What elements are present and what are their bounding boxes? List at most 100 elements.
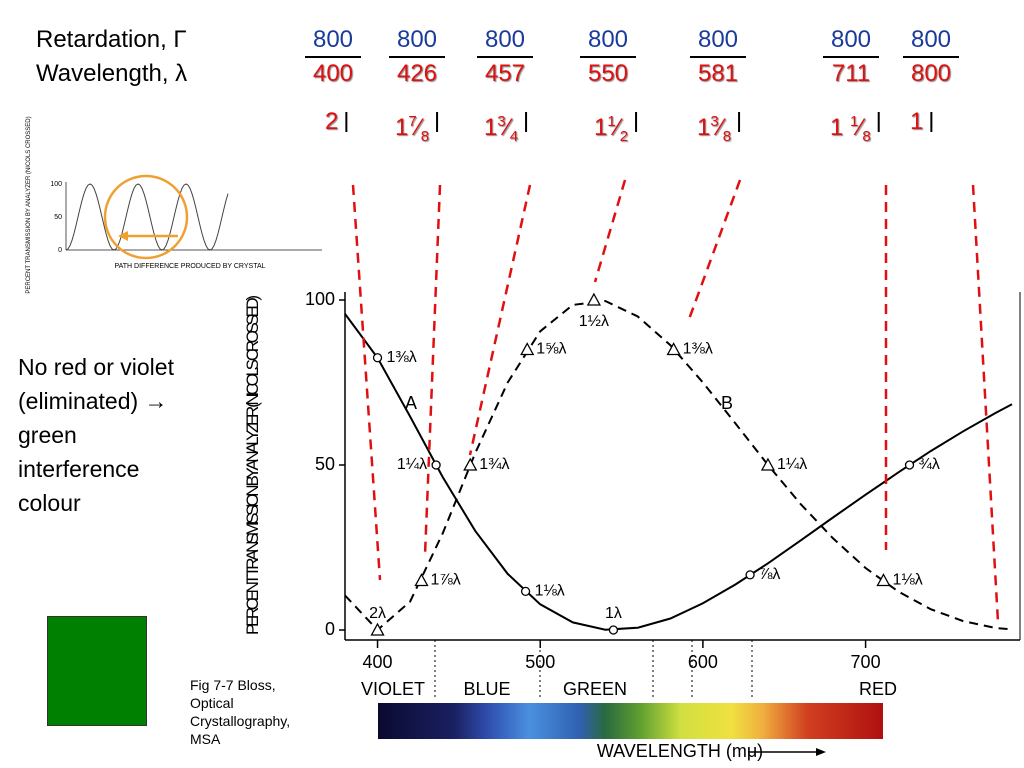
inset-tick: 100	[50, 181, 62, 188]
retardation-value: 800	[396, 26, 438, 53]
highlight-circle	[103, 174, 189, 260]
retardation-value: 800	[484, 26, 526, 53]
curve	[344, 313, 1013, 631]
curve	[344, 299, 1013, 632]
y-axis-title: PERCENT TRANSMISSION BY ANALYZER (NICOLS…	[243, 295, 262, 635]
arrow-head	[118, 231, 128, 241]
ratio-num: 1	[607, 113, 616, 130]
slash: ⁄	[505, 114, 510, 141]
x-tick-label: 700	[851, 652, 881, 672]
guide-line	[351, 184, 382, 581]
circle-marker	[904, 460, 915, 470]
inset: 0 50 100 PERCENT TRANSMISSION BY ANALYZER (…	[26, 116, 322, 294]
point-label: 1⅜λ	[683, 341, 713, 358]
ratio-num: 1	[850, 113, 859, 130]
ratio-den: 4	[509, 127, 519, 145]
retardation-value: 800	[910, 26, 952, 53]
ratio: 13⁄8	[697, 108, 731, 151]
guide-line	[423, 184, 442, 556]
point-label: 1⅛λ	[892, 572, 922, 589]
ratio: 2	[325, 108, 338, 136]
circle-marker	[745, 570, 755, 580]
band-label: VIOLET	[361, 679, 425, 699]
point-label: 1¾λ	[479, 456, 509, 473]
band-label: BLUE	[463, 679, 510, 699]
wavelength-value: 457	[484, 60, 526, 87]
triangle-marker	[370, 622, 385, 636]
point-label: ⅞λ	[759, 566, 780, 583]
ratio-whole: 1	[484, 114, 498, 141]
guide-line	[593, 179, 627, 283]
band-label: RED	[859, 679, 897, 699]
ratio-den: 8	[862, 127, 871, 145]
x-tick-label: 400	[363, 652, 393, 672]
ratio-whole: 2	[325, 108, 339, 135]
green-swatch	[47, 616, 147, 726]
point-label: ¾λ	[919, 456, 940, 473]
point-label: 1⅝λ	[536, 341, 566, 358]
ratio-whole: 1	[594, 114, 608, 141]
series-label: B	[721, 393, 733, 413]
ratio: 1	[910, 108, 923, 136]
wavelength-value: 400	[312, 60, 354, 87]
slash: ⁄	[718, 114, 723, 141]
circle-marker	[520, 586, 531, 597]
series-label: A	[405, 393, 417, 413]
point-label: 1⅜λ	[387, 349, 417, 366]
ratio: 17⁄8	[395, 108, 429, 151]
ratio-den: 8	[722, 127, 732, 145]
slash: ⁄	[858, 114, 863, 141]
retardation-value: 800	[697, 26, 739, 53]
triangle-marker	[666, 342, 681, 356]
spectrum	[378, 703, 883, 739]
band-label: GREEN	[563, 679, 627, 699]
wavelength-value: 581	[697, 60, 739, 87]
slash: ⁄	[416, 114, 421, 141]
inset-curve	[65, 183, 229, 251]
triangle-marker	[586, 292, 601, 306]
retardation-value: 800	[587, 26, 629, 53]
guide-line	[971, 184, 1000, 623]
guide-line	[686, 179, 742, 323]
ratio-whole: 1	[910, 108, 924, 135]
caption: Fig 7-7 Bloss, Optical Crystallography, …	[190, 677, 291, 747]
point-label: 1⅞λ	[430, 572, 460, 589]
ratio: 13⁄4	[484, 108, 518, 151]
triangle-marker	[414, 573, 429, 587]
ratio-whole: 1	[697, 114, 711, 141]
y-tick-label: 100	[305, 289, 335, 309]
ratio-num: 7	[408, 113, 417, 130]
point-label: 2λ	[369, 605, 386, 622]
ratio-whole: 1	[830, 114, 851, 141]
retardation-label: Retardation, Γ	[36, 26, 187, 53]
triangle-marker	[760, 457, 776, 471]
triangle-marker	[876, 573, 891, 587]
inset-tick: 50	[54, 214, 62, 221]
ratio: 1 1⁄8	[830, 108, 871, 151]
wavelength-label: Wavelength, λ	[36, 60, 188, 87]
wavelength-value: 711	[831, 60, 871, 87]
circle-marker	[372, 353, 383, 363]
x-axis-title: WAVELENGTH (mμ)	[597, 741, 763, 761]
guide-line	[468, 184, 532, 456]
ratio-num: 3	[710, 113, 719, 130]
inset-xlabel: PATH DIFFERENCE PRODUCED BY CRYSTAL	[114, 263, 265, 270]
arrow-head	[816, 748, 826, 756]
y-tick-label: 50	[315, 454, 335, 474]
retardation-value: 800	[312, 26, 354, 53]
triangle-marker	[463, 457, 478, 471]
ratio-whole: 1	[395, 114, 409, 141]
point-label: 1¼λ	[777, 456, 807, 473]
circle-marker	[431, 460, 441, 470]
wavelength-value: 550	[587, 60, 629, 87]
wavelength-value: 426	[396, 60, 438, 87]
retardation-value: 800	[830, 26, 872, 53]
triangle-marker	[520, 342, 535, 356]
ratio: 11⁄2	[594, 108, 628, 151]
slash: ⁄	[615, 114, 620, 141]
point-label: 1¼λ	[397, 456, 427, 473]
ratio-den: 2	[619, 127, 629, 145]
point-label: 1½λ	[579, 313, 609, 330]
